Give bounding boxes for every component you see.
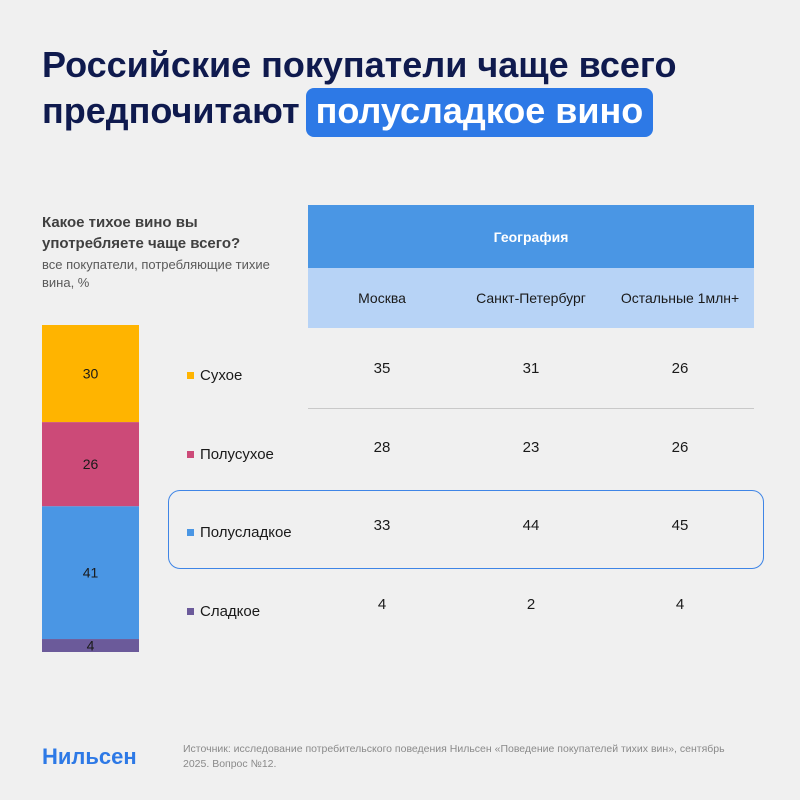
legend-item-3: Сладкое xyxy=(187,603,260,620)
row-divider xyxy=(308,408,754,409)
title-line-1: Российские покупатели чаще всего xyxy=(42,44,677,85)
stack-segment-3 xyxy=(42,639,139,652)
question-subtitle: все покупатели, потребляющие тихие вина,… xyxy=(42,257,270,290)
stack-label-1: 26 xyxy=(83,456,99,472)
page-title: Российские покупатели чаще всего предпоч… xyxy=(42,42,676,137)
stack-label-2: 41 xyxy=(83,565,99,581)
table-cell-r2-c0: 33 xyxy=(373,517,391,534)
table-cell-r0-c0: 35 xyxy=(373,360,391,377)
table-cell-r2-c1: 44 xyxy=(522,517,540,534)
column-label-1: Санкт-Петербург xyxy=(476,290,586,306)
legend-item-2: Полусладкое xyxy=(187,524,292,541)
legend-item-1: Полусухое xyxy=(187,446,274,463)
legend-swatch-2 xyxy=(187,529,194,536)
legend-label-2: Полусладкое xyxy=(200,524,292,541)
legend-swatch-1 xyxy=(187,451,194,458)
table-cell-r2-c2: 45 xyxy=(671,517,689,534)
legend-label-0: Сухое xyxy=(200,367,243,384)
stack-label-0: 30 xyxy=(83,366,99,382)
stack-segment-1 xyxy=(42,422,139,507)
stack-segment-0 xyxy=(42,325,139,423)
table-cell-r0-c2: 26 xyxy=(671,360,689,377)
table-header-label: География xyxy=(493,228,569,245)
stacked-bar-chart: 30 26 41 4 xyxy=(42,325,139,652)
title-highlight: полусладкое вино xyxy=(305,88,654,137)
table-cell-r3-c0: 4 xyxy=(377,596,387,613)
question-text: Какое тихое вино вы употребляете чаще вс… xyxy=(42,214,241,252)
table-cell-r3-c2: 4 xyxy=(675,596,685,613)
legend-swatch-3 xyxy=(187,608,194,615)
table-cell-r1-c0: 28 xyxy=(373,439,391,456)
column-label-2: Остальные 1млн+ xyxy=(620,290,740,306)
title-prefix: предпочитают xyxy=(42,90,300,131)
table-cell-r1-c1: 23 xyxy=(522,439,540,456)
table-cell-r3-c1: 2 xyxy=(526,596,536,613)
table-cell-r1-c2: 26 xyxy=(671,439,689,456)
stack-segment-2 xyxy=(42,506,139,640)
question-block: Какое тихое вино вы употребляете чаще вс… xyxy=(42,212,282,292)
table-subheader xyxy=(308,268,754,328)
title-line-2: предпочитают полусладкое вино xyxy=(42,88,676,137)
table-cell-r0-c1: 31 xyxy=(522,360,540,377)
nielsen-logo: Нильсен xyxy=(42,744,137,769)
legend-item-0: Сухое xyxy=(187,367,242,384)
table-header: География xyxy=(308,205,754,268)
highlight-box-polusladkoe xyxy=(168,490,764,569)
legend-label-3: Сладкое xyxy=(200,603,261,620)
source-note: Источник: исследование потребительского … xyxy=(183,743,725,770)
stack-label-3: 4 xyxy=(87,638,95,652)
legend-label-1: Полусухое xyxy=(200,446,274,463)
column-label-0: Москва xyxy=(358,290,406,306)
legend-swatch-0 xyxy=(187,372,194,379)
